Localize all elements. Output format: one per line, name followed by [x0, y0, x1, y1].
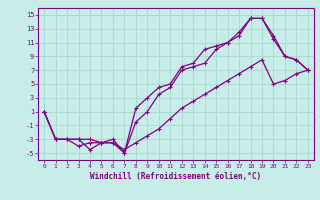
X-axis label: Windchill (Refroidissement éolien,°C): Windchill (Refroidissement éolien,°C) [91, 172, 261, 181]
